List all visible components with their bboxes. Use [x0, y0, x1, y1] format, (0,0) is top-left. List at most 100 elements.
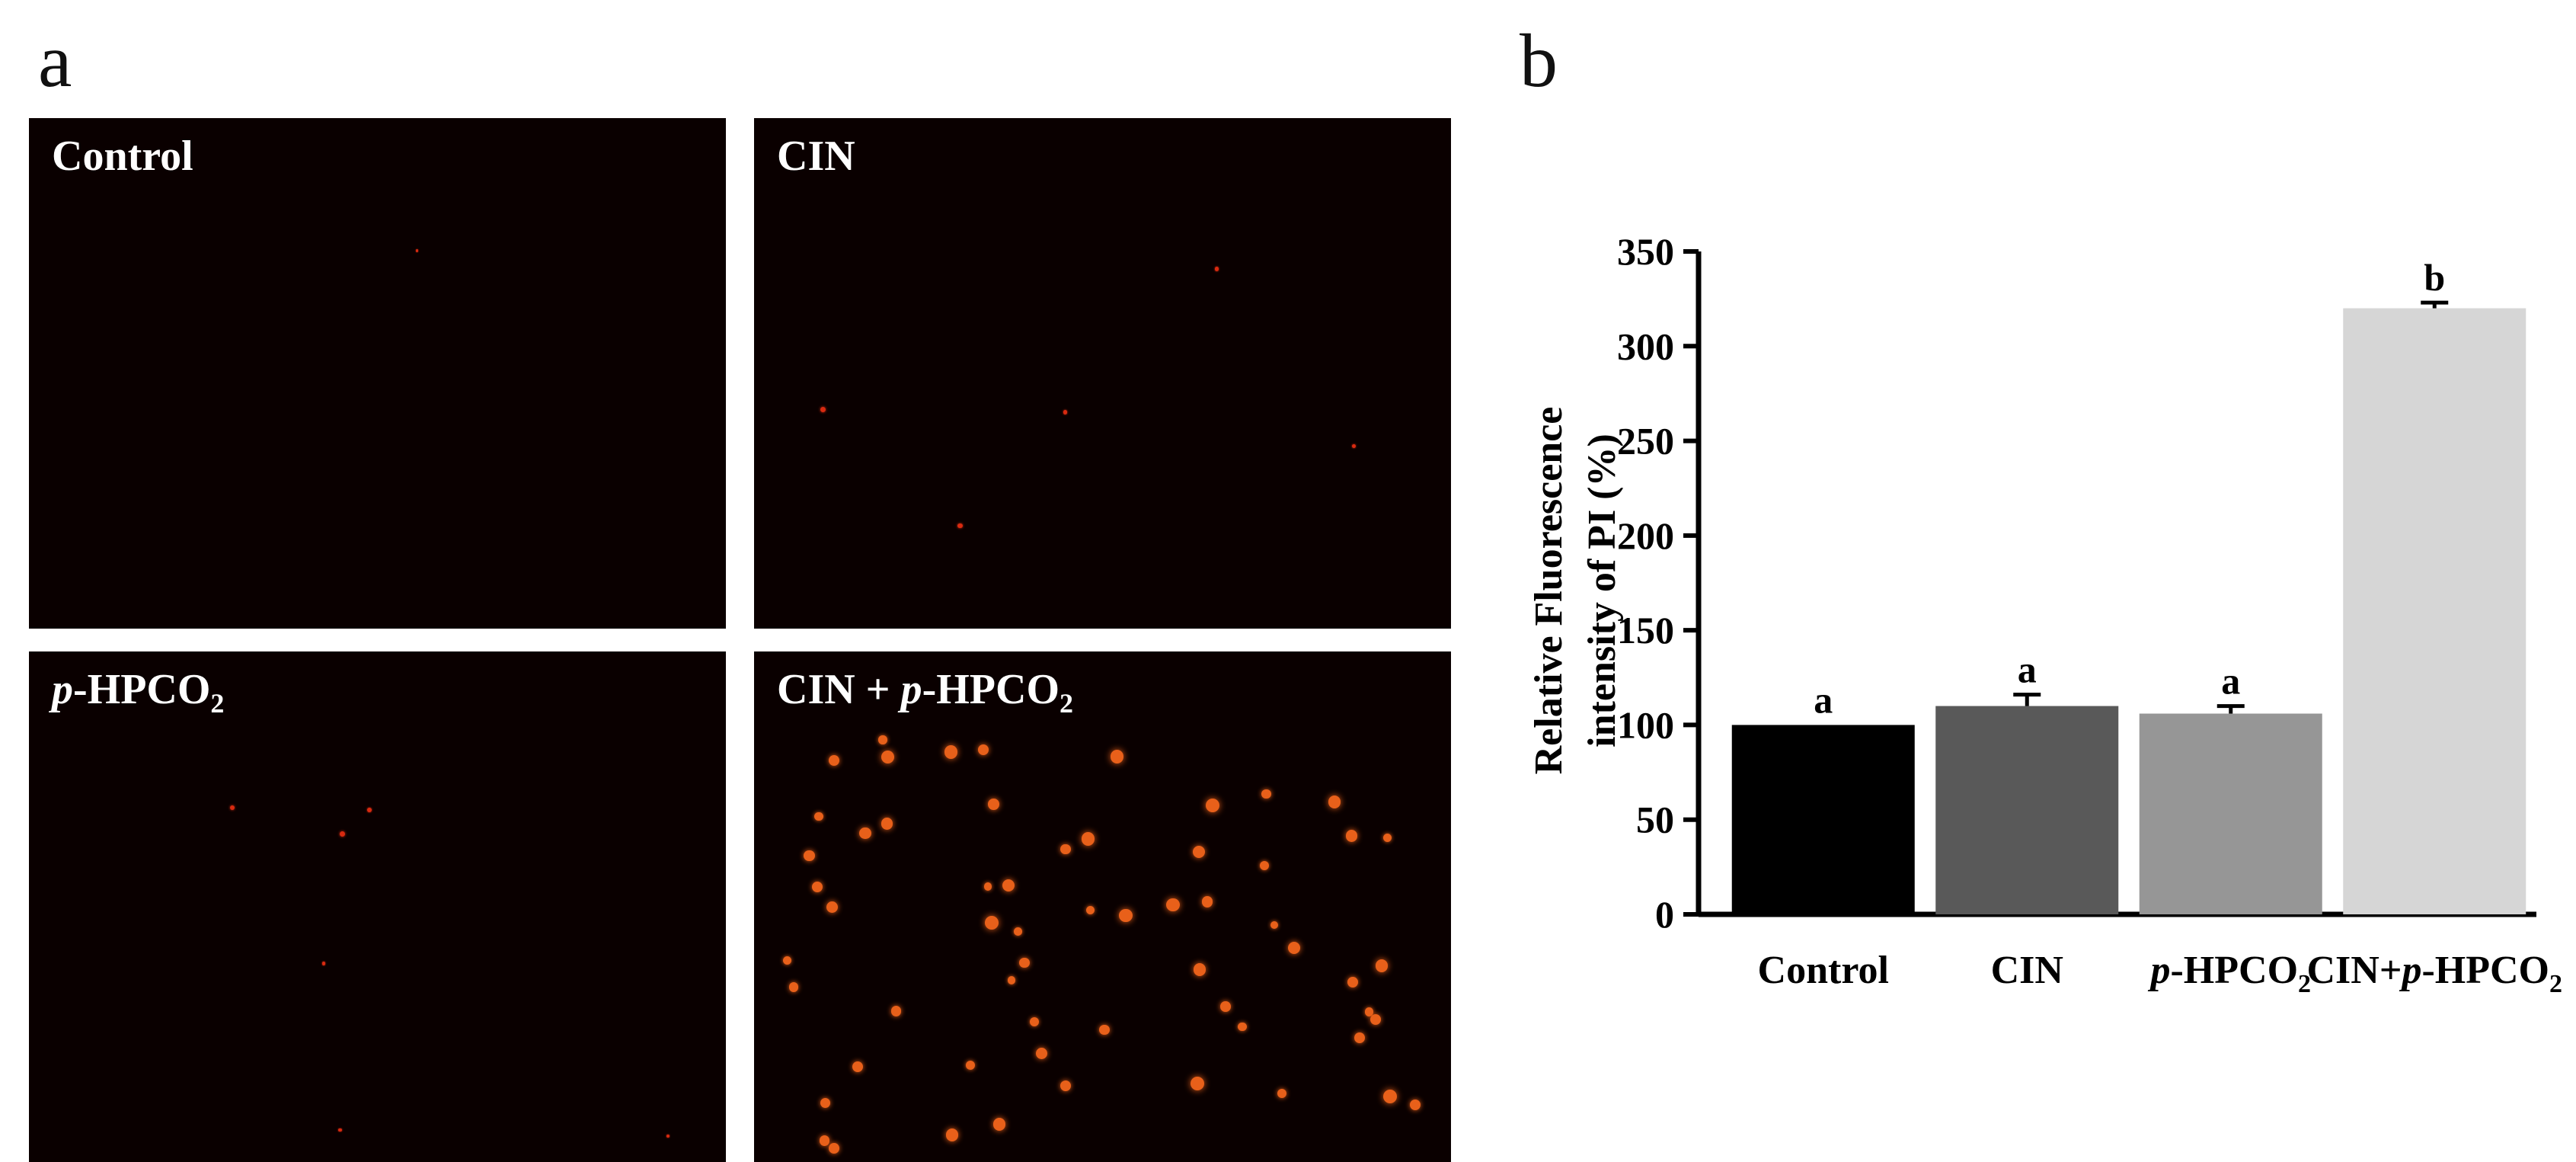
significance-letter: a — [2018, 648, 2037, 691]
y-tick-label: 300 — [1617, 325, 1674, 367]
cell-dot — [1214, 267, 1219, 271]
cell-dot — [819, 1135, 830, 1147]
cell-dot — [1035, 1047, 1047, 1059]
cell-dot — [230, 805, 235, 810]
cell-dot — [1008, 976, 1016, 984]
y-tick-label: 0 — [1655, 893, 1674, 936]
y-axis-label: Relative Fluorescence intensity of PI (%… — [1527, 407, 1624, 775]
cell-dot — [1206, 799, 1220, 813]
cell-dot — [1383, 1089, 1398, 1103]
cell-dot — [1238, 1022, 1247, 1032]
panel-a-letter: a — [38, 18, 72, 103]
cell-dot — [820, 1097, 831, 1108]
cell-dot — [1261, 789, 1271, 799]
x-tick-label: CIN — [1991, 949, 2063, 992]
y-tick-label: 50 — [1636, 799, 1674, 841]
cell-dot — [881, 818, 893, 830]
cell-dot — [984, 915, 999, 930]
cell-dot — [1166, 898, 1180, 911]
cell-dot — [1259, 860, 1269, 871]
cell-dot — [1014, 927, 1022, 936]
cell-dot — [366, 808, 372, 812]
cell-dot — [1365, 1007, 1374, 1016]
cell-dot — [820, 407, 826, 413]
cell-dot — [878, 735, 887, 744]
cell-dot — [1354, 1032, 1365, 1043]
micrograph-cin: CIN — [754, 118, 1451, 629]
y-tick-label: 250 — [1617, 420, 1674, 463]
cell-dot — [1277, 1088, 1287, 1099]
cell-dot — [852, 1061, 863, 1073]
cell-dot — [1063, 410, 1068, 415]
y-tick-label: 100 — [1617, 703, 1674, 746]
micrograph-label-cin-p-hpco2: CIN + p-HPCO2 — [777, 666, 1074, 719]
y-tick-label: 150 — [1617, 609, 1674, 651]
cell-dot — [811, 882, 823, 893]
significance-letter: a — [2221, 660, 2240, 703]
x-tick-label: p-HPCO2 — [2147, 949, 2311, 998]
cell-dot — [1201, 896, 1213, 908]
cell-dot — [1019, 957, 1030, 968]
bar — [1935, 706, 2119, 914]
cell-dot — [666, 1134, 670, 1138]
micrograph-p-hpco2: p-HPCO2 — [29, 651, 726, 1162]
bar — [2139, 713, 2322, 914]
cell-dot — [1085, 905, 1095, 915]
y-tick-label: 350 — [1617, 230, 1674, 273]
cell-dot — [829, 754, 840, 766]
cell-dot — [1081, 832, 1095, 846]
bar — [1731, 725, 1915, 914]
cell-dot — [1060, 843, 1072, 855]
cell-dot — [881, 751, 894, 764]
cell-dot — [1369, 1014, 1381, 1026]
cell-dot — [977, 744, 989, 756]
y-axis-label-line2: intensity of PI (%) — [1580, 434, 1624, 747]
cell-dot — [1098, 1024, 1110, 1036]
cell-dot — [1190, 1076, 1204, 1091]
cell-dot — [1345, 830, 1358, 842]
micrograph-label-control: Control — [52, 133, 193, 180]
cell-dot — [1328, 795, 1341, 808]
cell-dot — [339, 831, 345, 837]
cell-dot — [1194, 963, 1207, 976]
cell-dot — [944, 745, 958, 759]
cell-dot — [415, 249, 419, 252]
cell-dot — [804, 850, 815, 862]
x-tick-label: CIN+p-HPCO2 — [2306, 949, 2562, 998]
cell-dot — [826, 901, 839, 914]
cell-dot — [1110, 749, 1124, 763]
bar-chart: Relative Fluorescence intensity of PI (%… — [1527, 230, 2562, 998]
cell-dot — [1193, 845, 1206, 858]
cell-dot — [1220, 1001, 1232, 1012]
cell-dot — [1270, 920, 1279, 930]
cell-dot — [1375, 959, 1389, 972]
cell-dot — [783, 956, 792, 965]
significance-letter: a — [1814, 678, 1833, 721]
panel-b-letter: b — [1520, 18, 1558, 103]
cell-dot — [1287, 942, 1300, 955]
y-tick-label: 200 — [1617, 514, 1674, 557]
cell-dot — [946, 1128, 959, 1141]
cell-dot — [988, 798, 1000, 810]
cell-dot — [1410, 1100, 1421, 1111]
bar — [2343, 308, 2526, 914]
micrograph-control: Control — [29, 118, 726, 629]
cell-dot — [957, 523, 963, 529]
cell-dot — [1030, 1017, 1040, 1027]
cell-dot — [814, 811, 823, 821]
cell-dot — [1002, 879, 1015, 892]
cell-dot — [338, 1128, 342, 1132]
cell-dot — [983, 882, 992, 891]
cell-dot — [859, 827, 871, 840]
cell-dot — [1119, 908, 1133, 923]
micrograph-label-p-hpco2: p-HPCO2 — [52, 666, 225, 719]
cell-dot — [965, 1060, 975, 1071]
cell-dot — [1347, 977, 1358, 988]
cell-dot — [788, 982, 799, 992]
micrograph-label-cin: CIN — [777, 133, 855, 180]
cell-dot — [1382, 833, 1392, 842]
x-tick-label: Control — [1758, 949, 1889, 992]
y-axis-label-line1: Relative Fluorescence — [1527, 407, 1571, 775]
cell-dot — [890, 1006, 902, 1016]
plot-area: 0 50 100 150 200 250 300 350 a Control a CIN a p-HPCO… — [1617, 230, 2562, 998]
